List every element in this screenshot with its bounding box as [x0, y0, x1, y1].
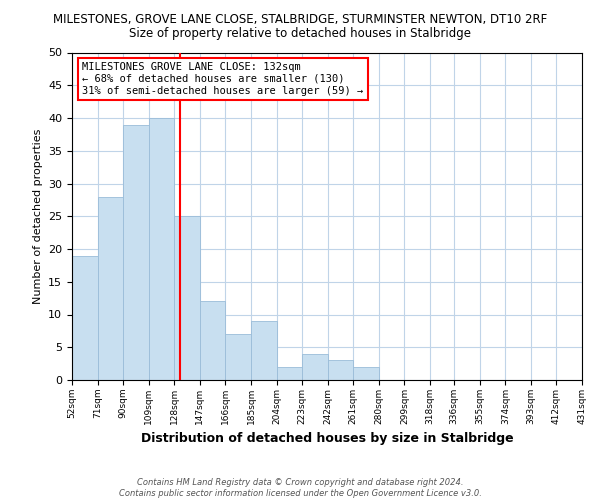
Bar [200, 302, 226, 380]
Bar [72, 256, 98, 380]
Text: MILESTONES GROVE LANE CLOSE: 132sqm
← 68% of detached houses are smaller (130)
3: MILESTONES GROVE LANE CLOSE: 132sqm ← 68… [82, 62, 364, 96]
Text: Size of property relative to detached houses in Stalbridge: Size of property relative to detached ho… [129, 28, 471, 40]
Y-axis label: Number of detached properties: Number of detached properties [32, 128, 43, 304]
X-axis label: Distribution of detached houses by size in Stalbridge: Distribution of detached houses by size … [140, 432, 514, 446]
Bar [251, 321, 277, 380]
Bar [328, 360, 353, 380]
Bar [149, 118, 174, 380]
Bar [226, 334, 251, 380]
Bar [302, 354, 328, 380]
Text: Contains HM Land Registry data © Crown copyright and database right 2024.
Contai: Contains HM Land Registry data © Crown c… [119, 478, 481, 498]
Text: MILESTONES, GROVE LANE CLOSE, STALBRIDGE, STURMINSTER NEWTON, DT10 2RF: MILESTONES, GROVE LANE CLOSE, STALBRIDGE… [53, 12, 547, 26]
Bar [353, 367, 379, 380]
Bar [98, 196, 123, 380]
Bar [123, 124, 149, 380]
Bar [277, 367, 302, 380]
Bar [174, 216, 200, 380]
